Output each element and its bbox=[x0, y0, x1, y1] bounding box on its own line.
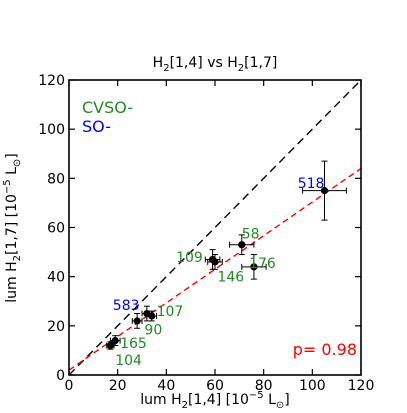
point-marker bbox=[133, 317, 141, 325]
data-point-176 bbox=[241, 254, 267, 280]
x-tick-label: 0 bbox=[65, 378, 74, 394]
data-point-90 bbox=[131, 313, 143, 329]
point-marker bbox=[238, 241, 246, 249]
y-tick-label: 80 bbox=[47, 171, 65, 187]
correlation-annotation: p= 0.98 bbox=[293, 340, 357, 359]
data-point-107 bbox=[146, 310, 158, 322]
data-point-104 bbox=[106, 341, 115, 350]
y-tick-label: 0 bbox=[56, 368, 65, 384]
x-tick-label: 80 bbox=[255, 378, 273, 394]
x-tick-label: 60 bbox=[206, 378, 224, 394]
y-tick-label: 100 bbox=[38, 122, 65, 138]
fit-line bbox=[69, 167, 361, 371]
point-marker bbox=[111, 336, 119, 345]
point-label-104: 104 bbox=[115, 353, 142, 369]
x-axis-label: lum H2[1,4] [10−5 L⊙] bbox=[140, 390, 290, 411]
point-label-107: 107 bbox=[157, 304, 184, 320]
data-point-518 bbox=[302, 160, 347, 221]
data-point-109 bbox=[204, 249, 221, 270]
y-tick-label: 60 bbox=[47, 221, 65, 237]
x-tick-label: 100 bbox=[299, 378, 326, 394]
y-tick-label: 40 bbox=[47, 270, 65, 286]
point-label-176: 176 bbox=[249, 256, 276, 272]
point-label-146: 146 bbox=[217, 270, 244, 286]
x-tick-label: 20 bbox=[109, 378, 127, 394]
y-axis-label: lum H2[1,7] [10−5 L⊙] bbox=[2, 153, 23, 303]
point-label-583: 583 bbox=[113, 298, 140, 314]
data-point-58 bbox=[229, 234, 255, 256]
point-label-58: 58 bbox=[242, 227, 260, 243]
one-to-one-line bbox=[69, 80, 361, 375]
point-marker bbox=[250, 263, 258, 271]
y-tick-label: 20 bbox=[47, 319, 65, 335]
point-label-109: 109 bbox=[176, 250, 203, 266]
legend-entry-cvso: CVSO- bbox=[82, 98, 133, 117]
x-tick-label: 40 bbox=[157, 378, 175, 394]
point-label-90: 90 bbox=[144, 322, 162, 338]
point-marker bbox=[320, 187, 329, 195]
point-label-518: 518 bbox=[298, 176, 325, 192]
point-marker bbox=[148, 312, 156, 320]
point-marker bbox=[208, 255, 217, 264]
chart-title: H2[1,4] vs H2[1,7] bbox=[153, 55, 278, 74]
point-label-165: 165 bbox=[120, 336, 147, 352]
x-tick-label: 120 bbox=[348, 378, 375, 394]
y-tick-label: 120 bbox=[38, 73, 65, 89]
legend-entry-so: SO- bbox=[82, 117, 111, 136]
point-marker bbox=[106, 341, 114, 350]
